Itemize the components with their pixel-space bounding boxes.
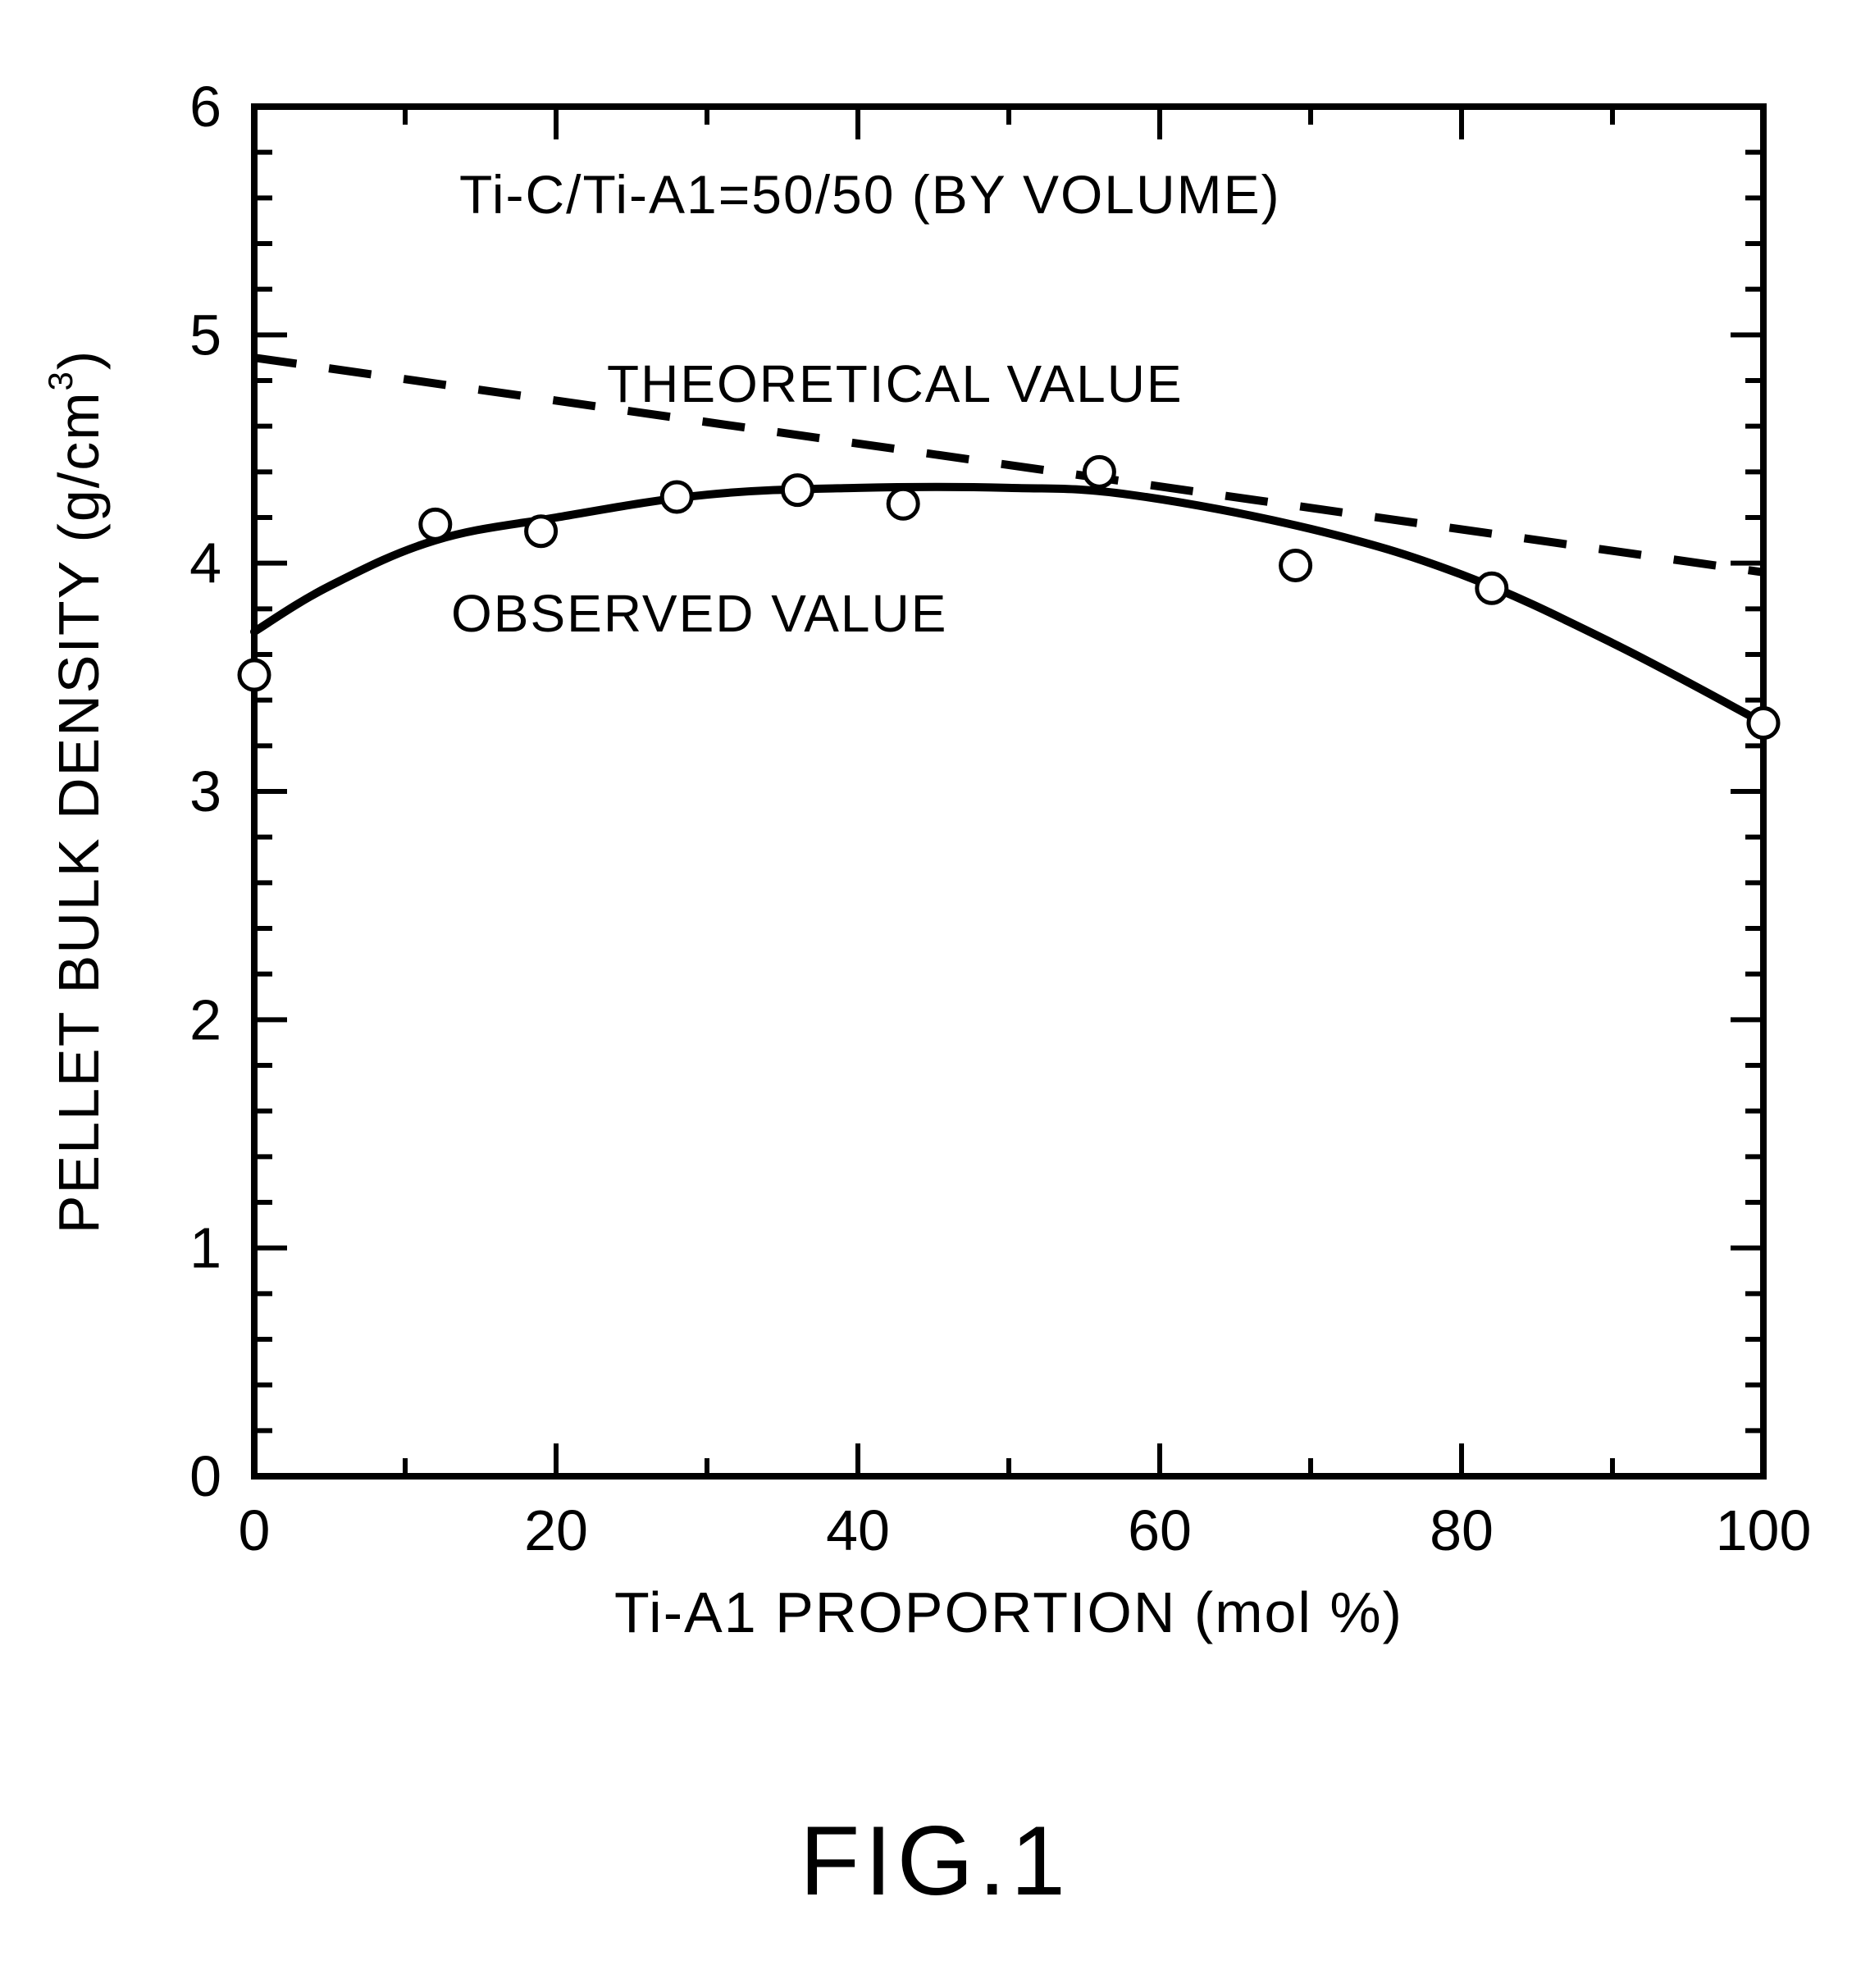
marker-observed-points (782, 476, 812, 505)
svg-text:60: 60 (1128, 1498, 1192, 1562)
svg-text:PELLET BULK DENSITY (g/cm3): PELLET BULK DENSITY (g/cm3) (41, 349, 111, 1233)
svg-text:6: 6 (189, 75, 221, 139)
svg-text:OBSERVED VALUE: OBSERVED VALUE (451, 584, 947, 643)
marker-observed-points (239, 660, 269, 690)
svg-text:4: 4 (189, 531, 221, 595)
svg-text:0: 0 (239, 1498, 271, 1562)
svg-text:3: 3 (189, 759, 221, 823)
svg-text:100: 100 (1716, 1498, 1812, 1562)
page: 0 20 40 60 80 100 Ti-A1 PROPORTION (mol %) 0 1 2 3… (0, 0, 1870, 1988)
svg-text:2: 2 (189, 987, 221, 1051)
svg-text:80: 80 (1430, 1498, 1494, 1562)
marker-observed-points (1749, 709, 1778, 738)
svg-text:0: 0 (189, 1444, 221, 1508)
svg-text:20: 20 (524, 1498, 588, 1562)
marker-observed-points (1281, 550, 1311, 580)
marker-observed-points (421, 509, 450, 539)
marker-observed-points (1084, 457, 1114, 486)
marker-observed-points (1477, 573, 1507, 603)
marker-observed-points (662, 482, 691, 512)
marker-observed-points (888, 489, 918, 518)
chart: 0 20 40 60 80 100 Ti-A1 PROPORTION (mol %) 0 1 2 3… (0, 0, 1870, 1988)
svg-text:THEORETICAL VALUE: THEORETICAL VALUE (607, 354, 1184, 413)
marker-observed-points (527, 517, 556, 546)
figure-caption: FIG.1 (0, 1804, 1870, 1917)
svg-text:1: 1 (189, 1216, 221, 1280)
svg-text:40: 40 (826, 1498, 890, 1562)
svg-text:5: 5 (189, 303, 221, 367)
svg-text:Ti-C/Ti-A1=50/50 (BY VOLUME): Ti-C/Ti-A1=50/50 (BY VOLUME) (459, 164, 1281, 225)
svg-text:Ti-A1 PROPORTION (mol %): Ti-A1 PROPORTION (mol %) (614, 1580, 1403, 1644)
